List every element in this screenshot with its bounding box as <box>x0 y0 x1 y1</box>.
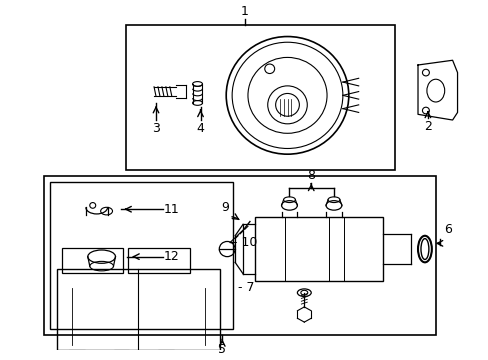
Text: 6: 6 <box>443 223 451 236</box>
Text: 4: 4 <box>196 122 204 135</box>
Bar <box>158 350 173 360</box>
Bar <box>113 350 129 360</box>
Text: 1: 1 <box>241 5 248 18</box>
Text: 12: 12 <box>163 250 179 263</box>
Text: 2: 2 <box>423 120 431 133</box>
Bar <box>57 269 220 350</box>
Bar <box>126 25 394 170</box>
Text: 8: 8 <box>306 169 315 182</box>
Bar <box>69 350 84 360</box>
Text: 3: 3 <box>152 122 160 135</box>
Bar <box>62 248 123 273</box>
Text: 5: 5 <box>218 343 226 356</box>
Bar <box>44 176 435 336</box>
Bar <box>128 248 189 273</box>
Text: - 7: - 7 <box>238 282 254 294</box>
Text: 9: 9 <box>221 201 229 214</box>
Text: 11: 11 <box>163 203 179 216</box>
Text: - 10: - 10 <box>233 236 257 249</box>
Bar <box>254 217 383 281</box>
Bar <box>50 182 233 329</box>
